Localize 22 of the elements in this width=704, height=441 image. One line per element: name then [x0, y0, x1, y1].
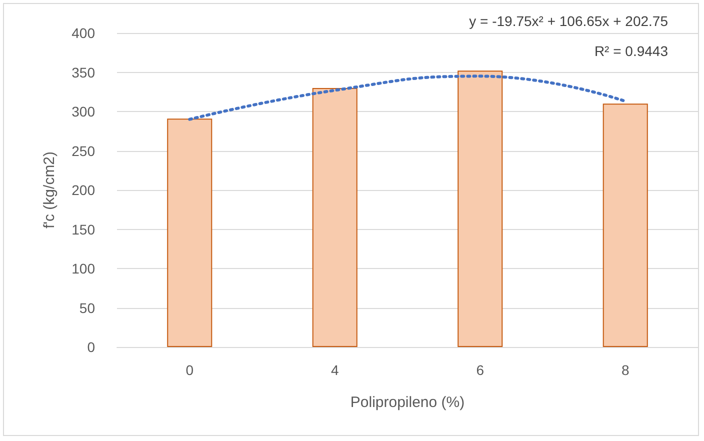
y-tick-label: 150 — [72, 221, 96, 238]
bar — [602, 104, 648, 347]
y-tick-label: 350 — [72, 64, 96, 80]
text: y = -19.75x² + 106.65x + 202.75 — [469, 13, 668, 29]
y-tick-label: 50 — [79, 300, 96, 316]
y-tick-label: 200 — [72, 182, 96, 198]
line-series — [188, 74, 627, 121]
bar — [312, 88, 358, 347]
bar — [167, 118, 212, 347]
x-tick-label: 4 — [330, 362, 339, 378]
x-tick-label: 0 — [186, 362, 194, 378]
y-axis-title: f'c (kg/cm2) — [41, 151, 58, 229]
y-tick-label: 0 — [87, 339, 96, 355]
bar — [458, 70, 503, 347]
y-tick-label: 100 — [72, 260, 96, 276]
x-tick-label: 6 — [476, 362, 484, 378]
y-tick-label: 250 — [72, 142, 96, 159]
y-tick-label: 300 — [72, 104, 96, 120]
y-tick-label: 400 — [72, 25, 96, 41]
x-axis-title: Polipropileno (%) — [350, 394, 465, 411]
x-tick-label: 8 — [621, 362, 630, 378]
annotation: R² = 0.9443 — [594, 43, 668, 59]
